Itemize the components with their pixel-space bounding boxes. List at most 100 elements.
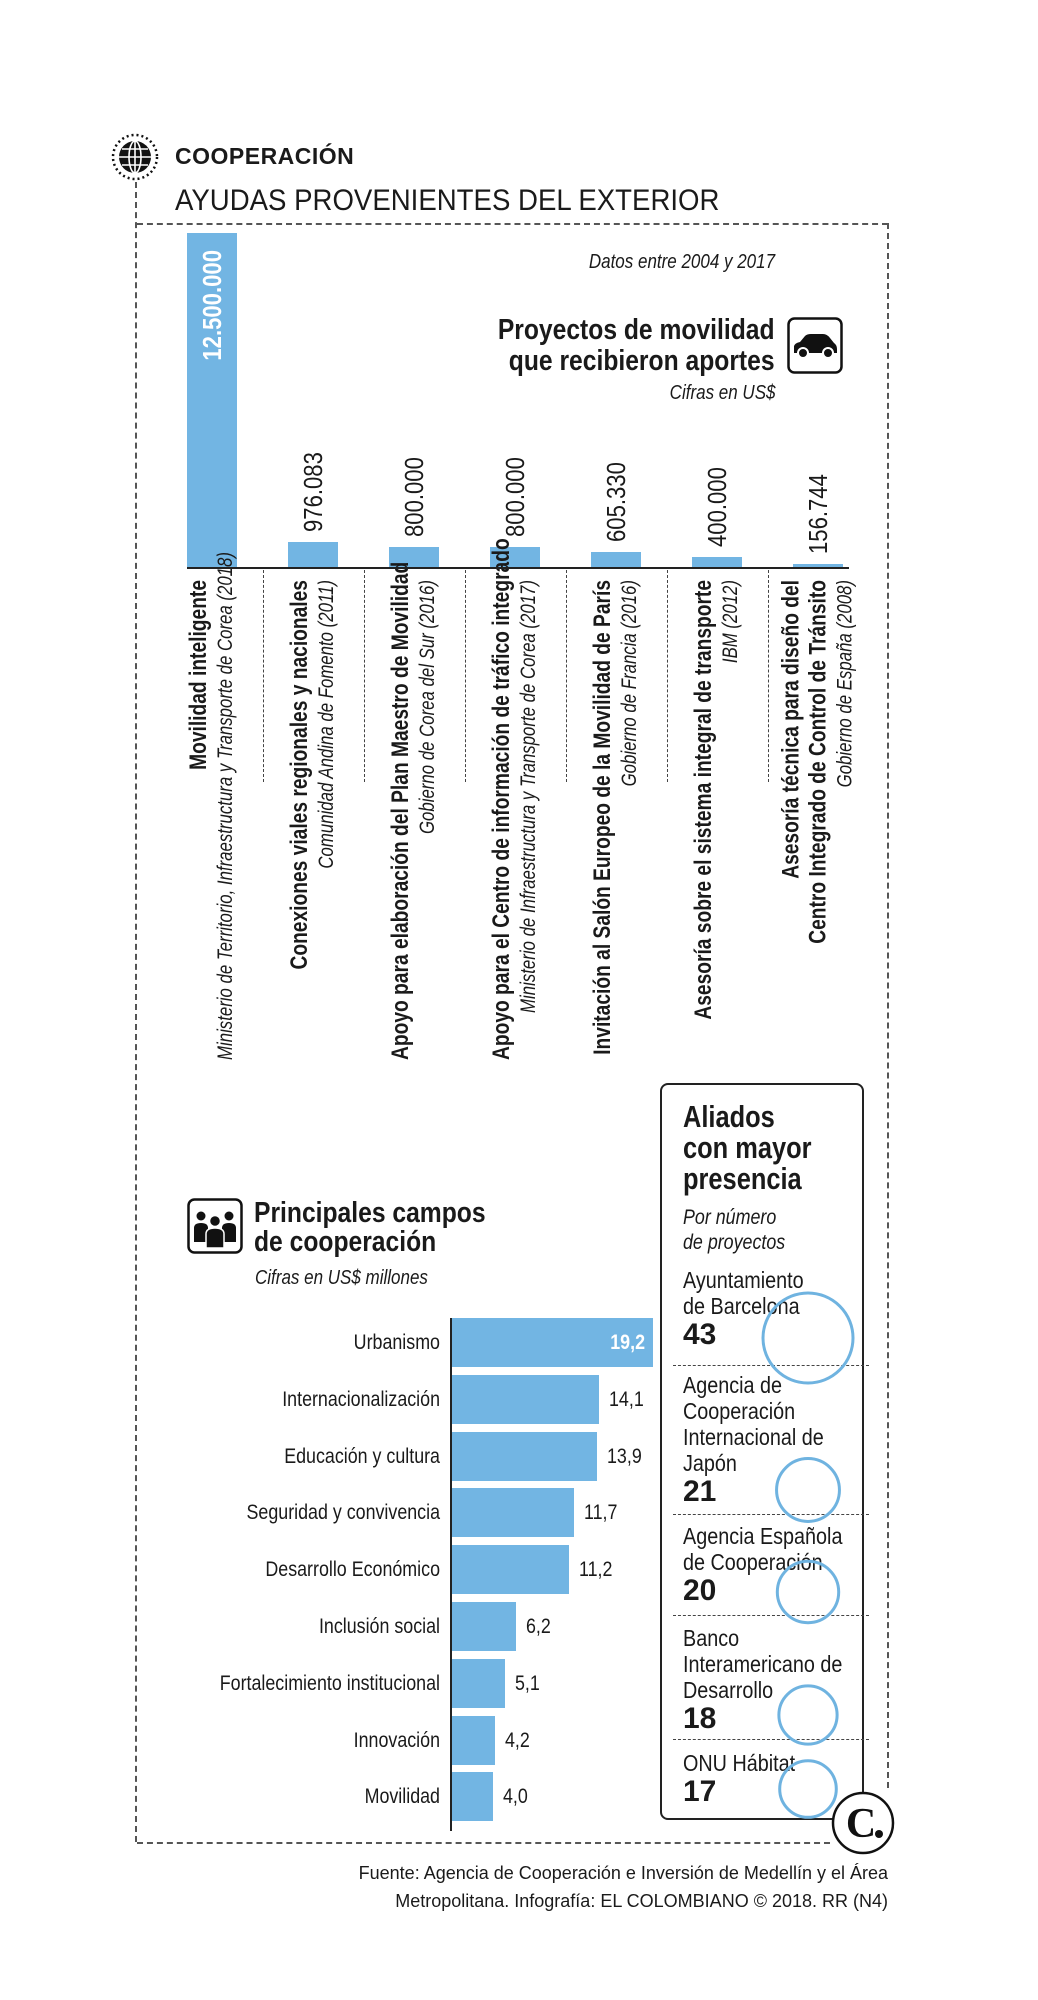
- category-sponsor: Gobierno de Francia (2016): [618, 580, 641, 787]
- category-sponsor: Gobierno de Corea del Sur (2016): [416, 580, 439, 835]
- svg-text:C: C: [846, 1801, 876, 1847]
- date-note: Datos entre 2004 y 2017: [588, 251, 775, 273]
- section-kicker: COOPERACIÓN: [175, 143, 355, 169]
- el-colombiano-logo: C: [831, 1791, 895, 1855]
- frame-top-border: [137, 223, 888, 225]
- vbar-category-label: Asesoría técnica para diseño del Centro I…: [778, 580, 859, 1060]
- allies-subtitle: Por número de proyectos: [683, 1205, 785, 1255]
- category-title: Apoyo para elaboración del Plan Maestro …: [387, 561, 414, 1060]
- footer-line2: Metropolitana. Infografía: EL COLOMBIANO…: [395, 1891, 888, 1911]
- category-title: Apoyo para el Centro de información de t…: [488, 538, 515, 1060]
- hbar-value-label: 4,0: [503, 1785, 528, 1809]
- vbar: [389, 546, 439, 568]
- hbar: [451, 1602, 517, 1651]
- hbar-value-label: 6,2: [526, 1615, 552, 1638]
- hbar-value-label: 13,9: [607, 1444, 642, 1468]
- ally-item: Agencia Española de Cooperación 20: [683, 1523, 868, 1607]
- column-separator: [363, 570, 365, 782]
- hbar-category-label: Internacionalización: [282, 1387, 440, 1411]
- category-title: Centro Integrado de Control de Tránsito: [804, 580, 832, 944]
- category-sponsor: Gobierno de España (2008): [833, 580, 857, 788]
- ally-item: Agencia de Cooperación Internacional de Jap…: [683, 1372, 847, 1508]
- vbar-category-label: Asesoría sobre el sistema integral de tr…: [690, 580, 744, 1060]
- category-title: Invitación al Salón Europeo de la Movili…: [589, 580, 616, 1055]
- footer-line1: Fuente: Agencia de Cooperación e Inversi…: [358, 1863, 888, 1883]
- hbar: [451, 1715, 496, 1765]
- frame-left-border: [135, 182, 137, 1842]
- hbar-category-label: Innovación: [353, 1728, 440, 1752]
- vbar-value-label: 156.744: [803, 473, 833, 554]
- hbar-category-label: Fortalecimiento institucional: [219, 1671, 440, 1695]
- ally-name-line: Agencia Española: [683, 1523, 843, 1549]
- ally-name-line: Desarrollo: [683, 1677, 774, 1703]
- frame-bottom-border: [137, 1842, 830, 1844]
- category-title: Asesoría técnica para diseño del: [777, 580, 805, 879]
- column-separator: [262, 570, 264, 782]
- footer-source: Fuente: Agencia de Cooperación e Inversi…: [359, 1859, 888, 1915]
- allies-separator: [673, 1365, 869, 1366]
- vbar-value-label: 400.000: [702, 467, 732, 548]
- fields-title-line2: de cooperación: [254, 1226, 437, 1258]
- hbar: [451, 1545, 569, 1595]
- ally-name-line: Agencia de: [683, 1372, 782, 1398]
- ally-count: 17: [683, 1775, 717, 1808]
- vbar-value-label: 800.000: [500, 456, 530, 537]
- ally-name-line: de Cooperación: [683, 1549, 823, 1575]
- column-separator: [565, 570, 567, 782]
- hbar: [451, 1658, 505, 1708]
- people-icon: [187, 1198, 243, 1254]
- ally-count: 43: [683, 1318, 717, 1351]
- ally-name-line: Banco: [683, 1625, 740, 1651]
- allies-panel: [660, 1083, 864, 1820]
- vbar-category-label: Invitación al Salón Europeo de la Movili…: [589, 580, 643, 1060]
- hbar: [451, 1318, 653, 1367]
- hbar: [451, 1488, 575, 1538]
- ally-item: Ayuntamiento de Barcelona 43: [683, 1267, 823, 1351]
- category-sponsor: Ministerio de Infraestructura y Transpor…: [517, 580, 540, 1013]
- vbar: [591, 551, 641, 568]
- page-title: AYUDAS PROVENIENTES DEL EXTERIOR: [175, 184, 720, 217]
- vbar: [187, 233, 237, 568]
- column-separator: [666, 570, 668, 782]
- allies-title-line: presencia: [683, 1161, 802, 1196]
- vbar: [490, 546, 540, 568]
- hbar-category-label: Educación y cultura: [284, 1444, 440, 1468]
- ally-count: 21: [683, 1475, 717, 1508]
- vbar-category-label: Apoyo para el Centro de información de t…: [488, 538, 542, 1060]
- hbar-value-label: 14,1: [609, 1387, 645, 1411]
- category-title: Asesoría sobre el sistema integral de tr…: [690, 580, 717, 1020]
- globe-icon: [111, 133, 159, 181]
- allies-title-line: Aliados: [683, 1099, 775, 1134]
- vbar-value-label: 800.000: [399, 456, 429, 537]
- ally-name-line: Ayuntamiento: [683, 1267, 804, 1293]
- hbar: [451, 1374, 600, 1424]
- ally-name-line: Japón: [683, 1450, 737, 1476]
- ally-count: 20: [683, 1574, 717, 1607]
- mobility-title: Proyectos de movilidad que recibieron ap…: [498, 315, 775, 377]
- hbar-category-label: Inclusión social: [318, 1615, 440, 1638]
- category-sponsor: Ministerio de Territorio, Infraestructur…: [214, 552, 237, 1060]
- hbar-value-label: 19,2: [610, 1331, 645, 1354]
- allies-subtitle-line: de proyectos: [683, 1231, 786, 1254]
- fields-units: Cifras en US$ millones: [255, 1267, 428, 1289]
- vbar: [288, 541, 338, 568]
- hbar-category-label: Desarrollo Económico: [265, 1558, 440, 1582]
- hbar-value-label: 4,2: [505, 1728, 531, 1752]
- vbar-value-label: 605.330: [601, 461, 631, 542]
- allies-separator: [673, 1739, 869, 1740]
- hbar-value-label: 5,1: [514, 1671, 540, 1695]
- hbar-category-label: Urbanismo: [353, 1331, 440, 1354]
- hbar-category-label: Movilidad: [364, 1785, 440, 1809]
- vchart-baseline: [187, 567, 849, 569]
- vbar-category-label: Conexiones viales regionales y nacionale…: [286, 580, 340, 1060]
- ally-item: Banco Interamericano de Desarrollo 18: [683, 1625, 868, 1735]
- hbar: [451, 1772, 494, 1822]
- allies-subtitle-line: Por número: [683, 1206, 777, 1229]
- ally-name-line: ONU Hábitat: [683, 1750, 796, 1776]
- hchart-axis: [450, 1318, 452, 1831]
- hbar-value-label: 11,7: [584, 1501, 618, 1525]
- vbar: [692, 557, 742, 568]
- fields-title-line1: Principales campos: [254, 1197, 486, 1229]
- ally-name-line: Interamericano de: [683, 1651, 843, 1677]
- ally-name-line: Internacional de: [683, 1424, 824, 1450]
